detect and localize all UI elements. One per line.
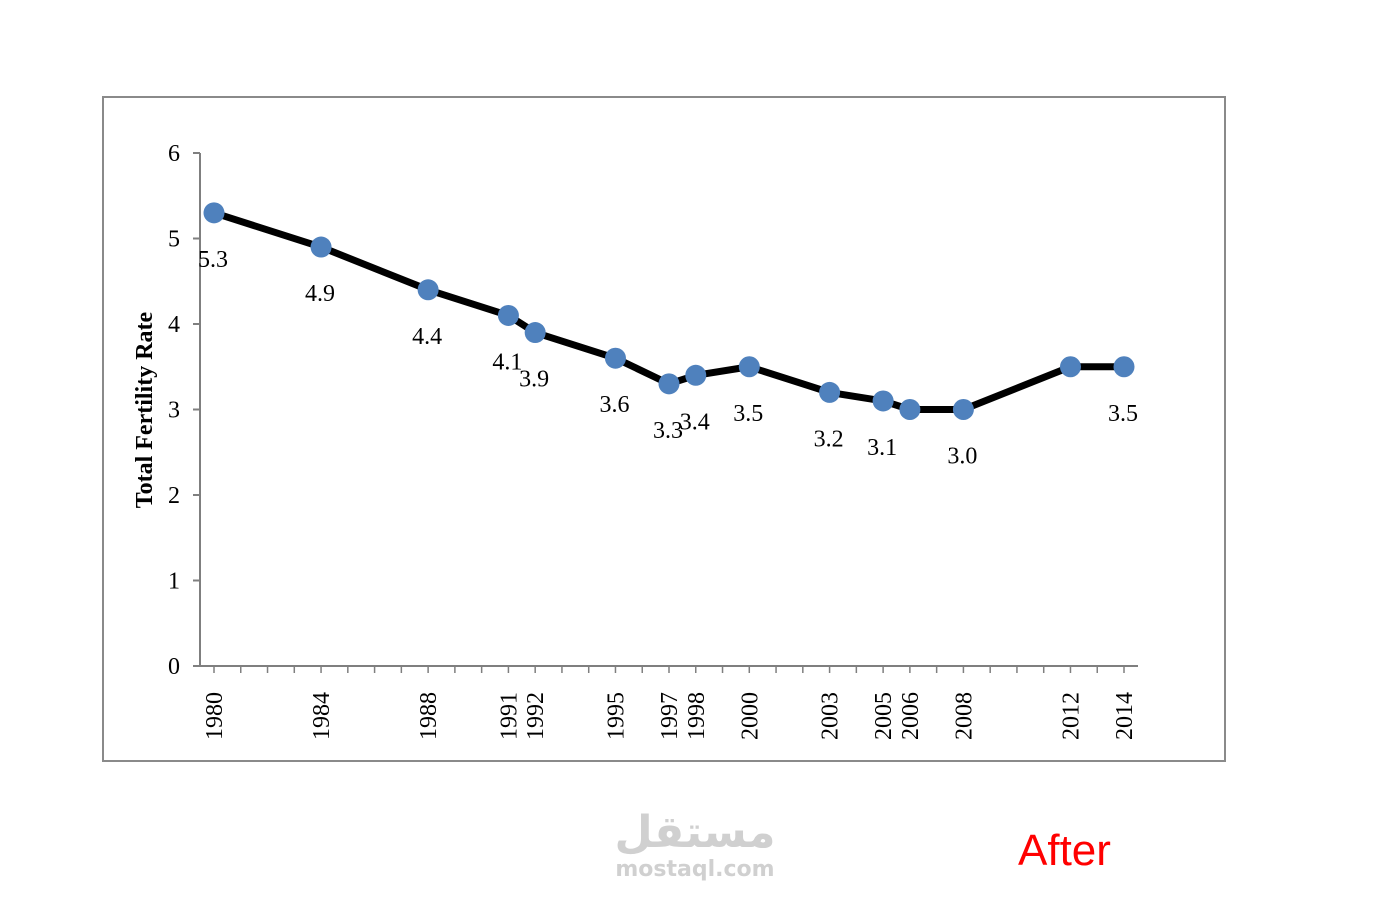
data-labels: 5.3 4.9 4.4 4.13.9 3.6 3.33.4 3.5 3.2 3.1 3.0 3.5	[198, 247, 1138, 470]
y-tick-label: 5	[168, 227, 180, 253]
data-marker	[685, 364, 707, 386]
data-marker	[819, 381, 841, 403]
data-label: 4.1	[492, 349, 522, 375]
data-label: 3.9	[519, 367, 549, 393]
data-label: 3.6	[599, 392, 629, 418]
x-tick-label: 1997	[657, 692, 683, 740]
data-marker	[872, 390, 894, 412]
y-tick-label: 0	[168, 654, 180, 680]
y-tick-label: 2	[168, 483, 180, 509]
x-tick-label: 2003	[818, 692, 844, 740]
x-tick-label: 2008	[951, 692, 977, 740]
watermark-latin-text: mostaql.com	[615, 857, 775, 882]
x-tick-label: 2005	[871, 692, 897, 740]
data-label: 3.5	[1108, 401, 1138, 427]
x-tick-label: 1992	[523, 692, 549, 740]
data-marker	[203, 202, 225, 224]
watermark-arabic-text: مستقل	[614, 807, 776, 858]
data-marker	[524, 322, 546, 344]
x-tick-labels: 1980 1984 1988 1991 1992 1995 1997 1998 2000 2003…	[202, 692, 1138, 740]
data-marker	[899, 399, 921, 420]
data-label: 3.2	[814, 426, 844, 452]
x-tick-label: 2012	[1058, 692, 1084, 740]
y-tick-label: 6	[168, 141, 180, 167]
x-tick-label: 1988	[416, 692, 442, 740]
y-tick-label: 1	[168, 569, 180, 595]
x-tick-label: 2006	[898, 692, 924, 740]
data-marker	[497, 304, 519, 326]
data-marker	[1059, 356, 1081, 378]
y-tick-labels: 0 1 2 3 4 5 6	[168, 141, 180, 680]
data-label: 3.3	[653, 418, 683, 444]
chart-frame	[102, 96, 1226, 762]
y-tick-label: 3	[168, 398, 180, 424]
data-marker	[658, 373, 680, 395]
after-caption: After	[1018, 826, 1111, 875]
x-tick-label: 1995	[603, 692, 629, 740]
data-marker	[417, 279, 439, 301]
data-marker	[738, 356, 760, 378]
data-label: 3.0	[947, 444, 977, 470]
data-marker	[310, 236, 332, 258]
data-marker	[604, 347, 626, 369]
x-tick-label: 1980	[202, 692, 228, 740]
x-tick-label: 1991	[496, 692, 522, 740]
watermark-logo: مستقل mostaql.com	[600, 808, 790, 888]
y-axis-title: Total Fertility Rate	[132, 311, 158, 508]
x-tick-label: 2000	[737, 692, 763, 740]
x-tick-label: 1984	[309, 692, 335, 740]
x-tick-label: 2014	[1112, 692, 1138, 740]
y-tick-label: 4	[168, 312, 180, 338]
data-marker	[1113, 356, 1135, 378]
chart-axes	[193, 152, 1138, 673]
data-label: 3.1	[867, 435, 897, 461]
data-label: 3.5	[733, 401, 763, 427]
data-markers	[203, 202, 1135, 420]
data-label: 4.4	[412, 324, 442, 350]
x-tick-label: 1998	[684, 692, 710, 740]
data-marker	[952, 399, 974, 420]
data-label: 4.9	[305, 281, 335, 307]
data-label: 5.3	[198, 247, 228, 273]
data-label: 3.4	[680, 409, 710, 435]
